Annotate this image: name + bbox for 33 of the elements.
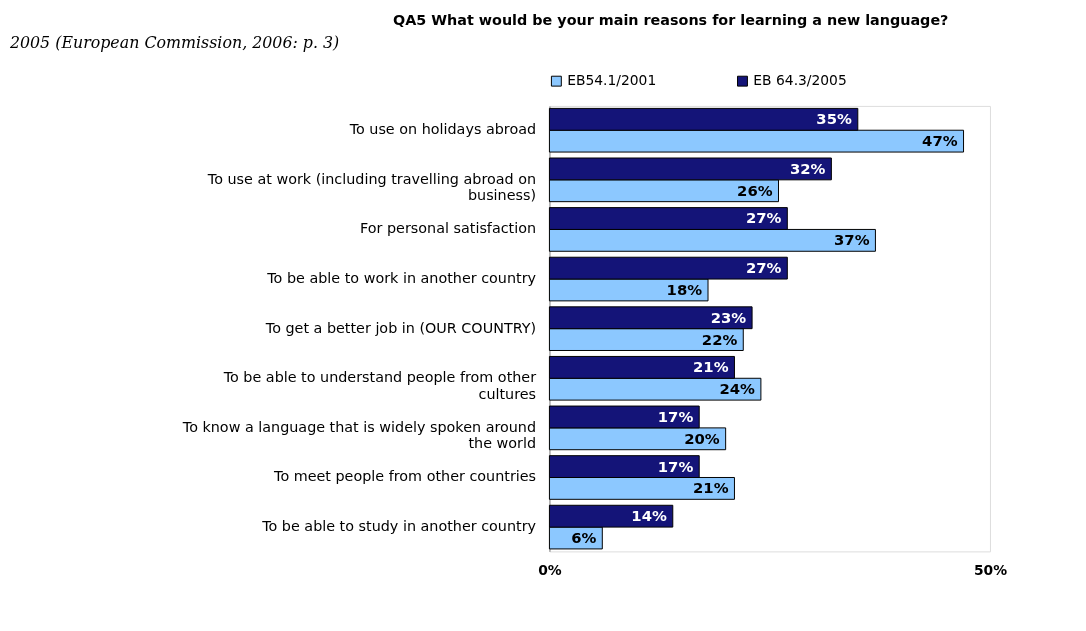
data-label: 20% bbox=[684, 429, 720, 447]
legend-label: EB54.1/2001 bbox=[567, 72, 657, 89]
y-tick-label: To be able to work in another country bbox=[266, 270, 537, 287]
data-label: 17% bbox=[657, 407, 694, 425]
legend-label: EB 64.3/2005 bbox=[753, 72, 847, 89]
data-label: 21% bbox=[693, 358, 729, 376]
y-tick-label: To use at work (including travelling abroad on business) bbox=[206, 170, 537, 204]
data-label: 24% bbox=[719, 380, 756, 398]
text: 2005 (European Commission, 2006: p. 3) bbox=[8, 32, 340, 52]
chart-title: QA5 What would be your main reasons for learning a new language? bbox=[392, 12, 949, 29]
y-tick-label: To know a language that is widely spoken around the world bbox=[181, 418, 537, 452]
data-label: 27% bbox=[745, 209, 782, 227]
y-tick-label: For personal satisfaction bbox=[360, 220, 537, 237]
y-tick-label: To use on holidays abroad bbox=[348, 121, 537, 138]
data-label: 6% bbox=[571, 528, 597, 546]
data-label: 47% bbox=[922, 132, 958, 150]
data-label: 23% bbox=[710, 308, 747, 326]
data-label: 18% bbox=[666, 280, 703, 298]
data-label: 37% bbox=[833, 231, 870, 249]
data-label: 17% bbox=[657, 457, 694, 475]
y-tick-label: To be able to study in another country bbox=[261, 518, 537, 535]
data-label: 35% bbox=[816, 110, 853, 128]
x-tick-label: 50% bbox=[973, 561, 1008, 578]
data-label: 32% bbox=[789, 159, 826, 177]
data-label: 26% bbox=[737, 181, 773, 199]
x-tick-label: 0% bbox=[538, 561, 562, 578]
y-tick-label: To get a better job in (OUR COUNTRY) bbox=[264, 319, 537, 336]
data-label: 22% bbox=[701, 330, 738, 348]
data-label: 21% bbox=[693, 479, 729, 497]
y-tick-label: To be able to understand people from other cultures bbox=[222, 369, 537, 402]
y-tick-label: To meet people from other countries bbox=[273, 468, 537, 485]
data-label: 14% bbox=[631, 507, 667, 525]
data-label: 27% bbox=[745, 259, 782, 277]
